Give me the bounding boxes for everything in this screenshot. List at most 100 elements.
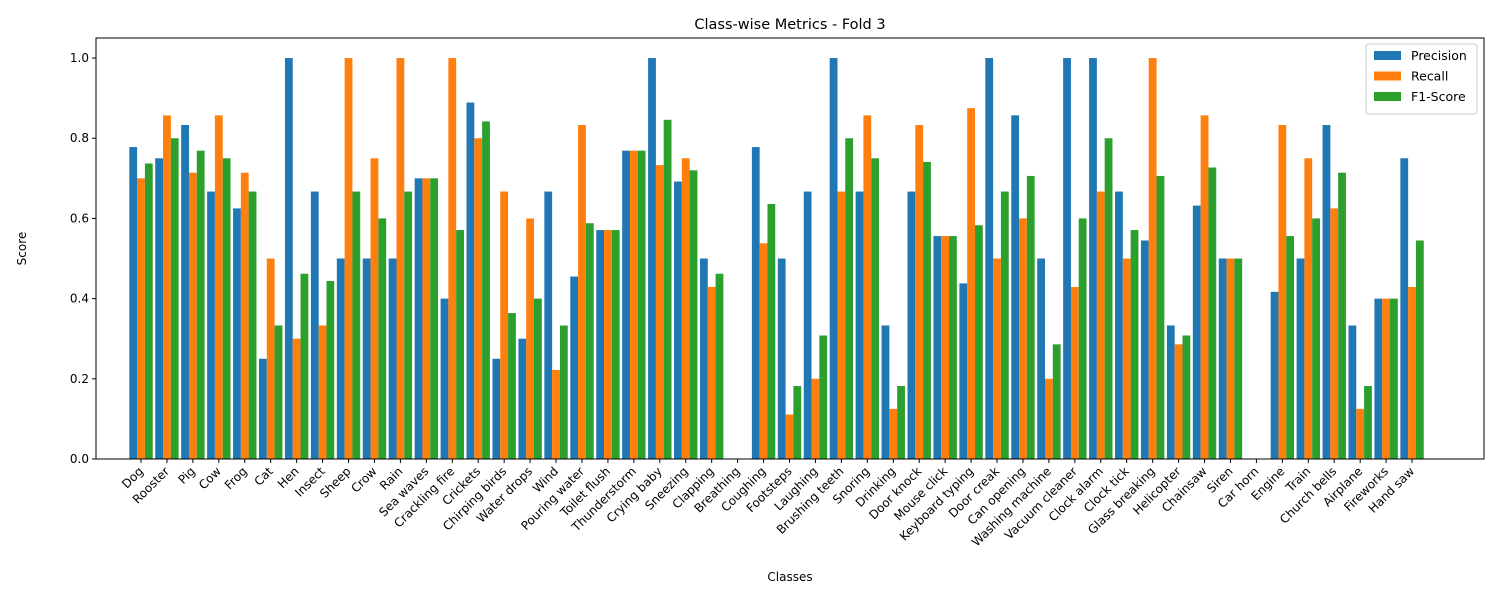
bar-recall-sneezing: [681, 158, 690, 460]
bar-recall-engine: [1278, 125, 1287, 459]
bar-precision-pig: [181, 125, 189, 459]
bar-f1-score-dog: [144, 163, 153, 459]
bar-f1-score-cat: [274, 325, 283, 459]
bar-f1-score-helicopter: [1182, 335, 1191, 459]
bar-f1-score-door-creak: [1000, 191, 1009, 459]
bar-f1-score-engine: [1286, 236, 1295, 459]
bar-f1-score-crackling-fire: [456, 230, 464, 459]
bar-precision-water-drops: [518, 338, 527, 459]
bar-recall-siren: [1226, 258, 1235, 459]
bars-group: [129, 58, 1424, 460]
bar-f1-score-clock-tick: [1130, 230, 1139, 459]
legend: Precision Recall F1-Score: [1365, 43, 1478, 115]
bar-f1-score-keyboard-typing: [974, 225, 983, 459]
legend-label: Recall: [1411, 69, 1448, 84]
bar-f1-score-crow: [378, 218, 387, 459]
bar-precision-chirping-birds: [492, 358, 501, 459]
bar-f1-score-water-drops: [534, 298, 542, 459]
bar-f1-score-rooster: [170, 138, 179, 460]
bar-recall-laughing: [811, 378, 820, 459]
bar-recall-brushing-teeth: [837, 191, 846, 459]
bar-f1-score-crying-baby: [663, 119, 672, 459]
bar-f1-score-hen: [300, 273, 309, 459]
bar-f1-score-door-knock: [923, 161, 931, 459]
y-axis-title: Score: [15, 232, 29, 266]
bar-precision-insect: [310, 191, 319, 459]
bar-f1-score-sheep: [352, 191, 361, 459]
bar-precision-rain: [388, 258, 397, 459]
bar-precision-footsteps: [777, 258, 786, 459]
bar-precision-keyboard-typing: [959, 283, 968, 459]
bar-precision-drinking: [881, 325, 890, 459]
bar-recall-rain: [396, 58, 405, 460]
bar-recall-airplane: [1356, 408, 1365, 459]
bar-recall-clock-alarm: [1096, 191, 1105, 459]
bar-recall-vacuum-cleaner: [1070, 286, 1079, 459]
bar-f1-score-laughing: [819, 335, 828, 459]
bar-recall-rooster: [163, 115, 171, 459]
y-tick-label: 0.4: [70, 292, 89, 306]
bar-precision-wind: [544, 191, 553, 459]
bar-f1-score-coughing: [767, 203, 776, 459]
y-tick-label: 0.2: [70, 372, 89, 386]
bar-precision-sneezing: [674, 181, 682, 460]
bar-recall-thunderstorm: [629, 150, 638, 460]
bar-precision-sea-waves: [414, 178, 423, 459]
bar-recall-clapping: [707, 286, 716, 459]
bar-precision-engine: [1270, 291, 1279, 459]
legend-swatch: [1374, 92, 1401, 101]
bar-precision-door-creak: [985, 58, 994, 460]
bar-recall-footsteps: [785, 414, 794, 459]
bar-precision-door-knock: [907, 191, 916, 459]
bar-recall-dog: [137, 178, 145, 459]
bar-precision-cow: [207, 191, 215, 459]
bar-recall-sheep: [344, 58, 353, 460]
bar-f1-score-clapping: [715, 273, 724, 459]
bar-recall-door-knock: [915, 125, 924, 459]
bar-recall-church-bells: [1330, 208, 1339, 459]
bar-recall-toilet-flush: [604, 230, 612, 459]
bar-f1-score-thunderstorm: [637, 150, 646, 460]
bar-f1-score-washing-machine: [1052, 344, 1061, 459]
bar-precision-crying-baby: [648, 58, 656, 460]
legend-swatch: [1374, 71, 1401, 81]
bar-recall-helicopter: [1174, 344, 1183, 459]
y-axis: 0.0 0.2 0.4 0.6 0.8 1.0: [70, 51, 96, 466]
bar-f1-score-drinking: [897, 386, 905, 459]
bar-f1-score-sneezing: [689, 170, 698, 459]
bar-precision-siren: [1218, 258, 1227, 459]
bar-f1-score-cow: [222, 158, 231, 460]
bar-recall-drinking: [889, 408, 898, 459]
bar-precision-clock-tick: [1115, 191, 1123, 459]
bar-precision-church-bells: [1322, 125, 1331, 459]
bar-precision-crickets: [466, 102, 475, 460]
bar-recall-chirping-birds: [500, 191, 509, 459]
bar-f1-score-footsteps: [793, 386, 802, 459]
bar-recall-glass-breaking: [1148, 58, 1157, 460]
bar-f1-score-snoring: [871, 158, 880, 460]
bar-recall-crackling-fire: [448, 58, 457, 460]
bar-recall-chainsaw: [1200, 115, 1209, 459]
bar-recall-coughing: [759, 243, 768, 459]
bar-f1-score-can-opening: [1026, 175, 1035, 459]
bar-f1-score-toilet-flush: [611, 230, 620, 459]
bar-precision-coughing: [751, 147, 760, 459]
bar-f1-score-pig: [196, 150, 205, 460]
bar-f1-score-hand-saw: [1415, 240, 1424, 459]
bar-precision-snoring: [855, 191, 864, 459]
bar-f1-score-rain: [404, 191, 413, 459]
bar-recall-crickets: [474, 138, 483, 460]
bar-f1-score-siren: [1234, 258, 1243, 459]
bar-precision-crackling-fire: [440, 298, 449, 459]
bar-precision-rooster: [155, 158, 164, 460]
bar-precision-dog: [129, 147, 138, 459]
y-tick-label: 1.0: [70, 51, 89, 65]
bar-precision-pouring-water: [570, 276, 579, 459]
bar-precision-glass-breaking: [1140, 240, 1149, 459]
bar-f1-score-clock-alarm: [1104, 138, 1113, 460]
bar-precision-chainsaw: [1192, 205, 1201, 459]
bar-f1-score-sea-waves: [430, 178, 439, 459]
bar-precision-crow: [362, 258, 371, 459]
bar-f1-score-wind: [559, 325, 568, 459]
